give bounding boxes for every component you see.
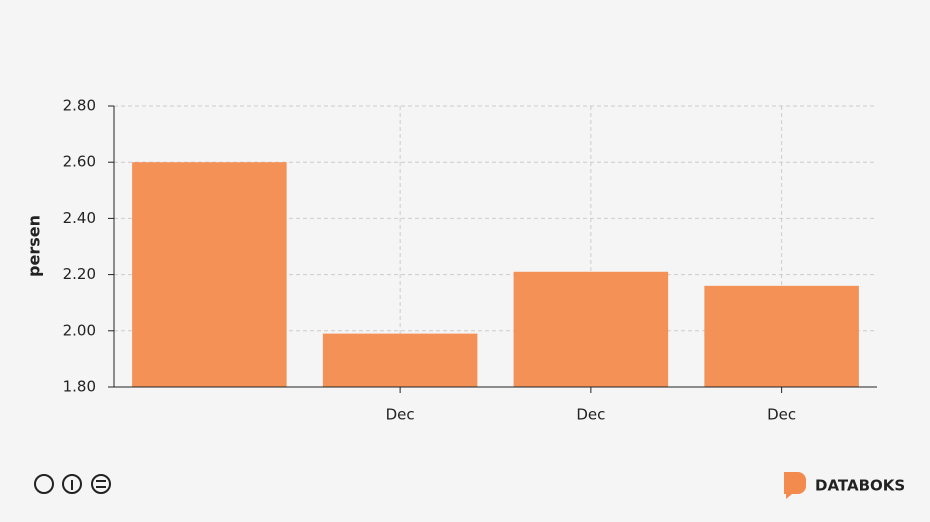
y-tick-label: 2.20 (63, 265, 96, 283)
bar (704, 285, 859, 387)
bar (513, 271, 669, 387)
x-tick-label: Dec (767, 406, 796, 424)
plot-area: 1.80 2.00 2.20 2.40 2.60 2.80 Dec Dec Dec (63, 97, 877, 424)
license-icons (34, 474, 111, 494)
bar (132, 162, 287, 387)
x-tick-label: Dec (386, 406, 415, 424)
y-tick-label: 2.80 (63, 97, 96, 115)
x-tick-label: Dec (576, 406, 605, 424)
brand-name: DATABOKS (815, 477, 905, 495)
y-tick-label: 2.40 (63, 209, 96, 227)
y-tick-label: 1.80 (63, 378, 96, 396)
bar (322, 333, 478, 387)
brand-logo (784, 472, 806, 499)
y-tick-label: 2.00 (63, 321, 96, 339)
y-axis-label: persen (25, 215, 44, 277)
y-tick-label: 2.60 (63, 153, 96, 171)
